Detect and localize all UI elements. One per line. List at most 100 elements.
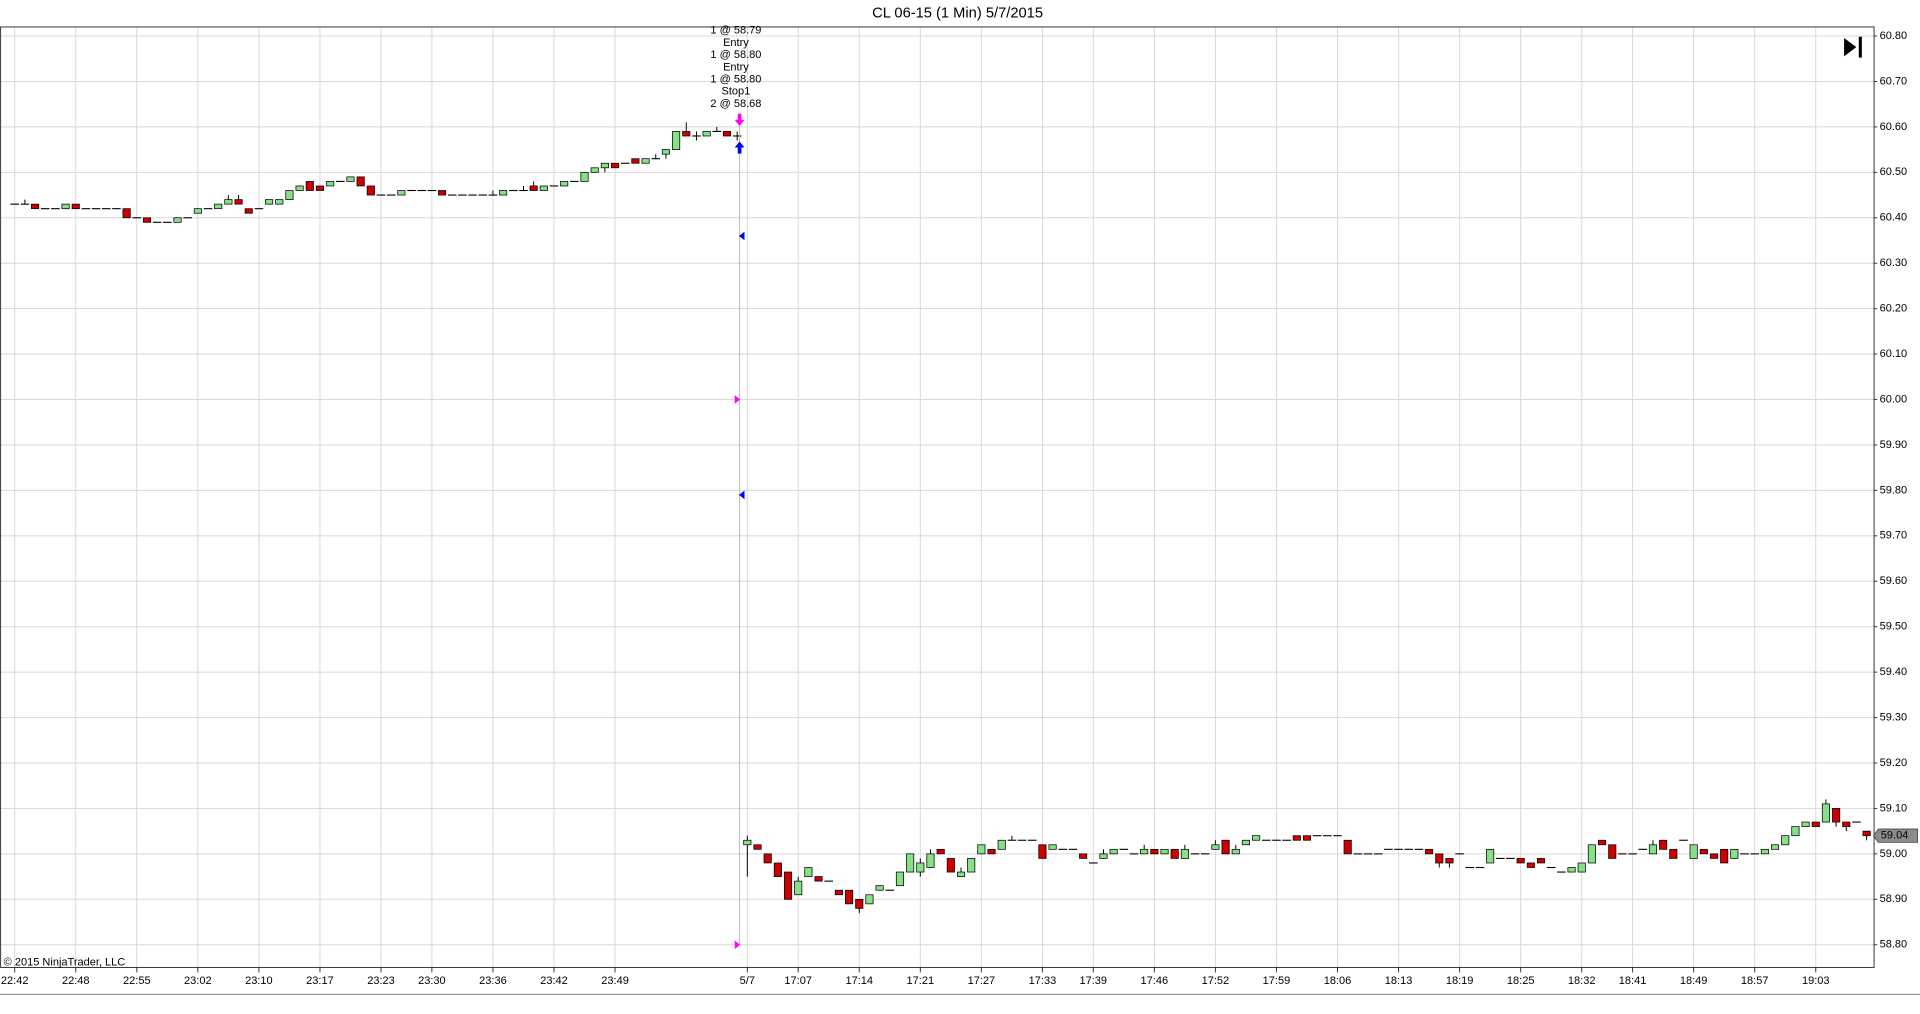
candle-body [1669, 848, 1678, 859]
last-price-tag [1873, 828, 1918, 843]
candle-body [234, 199, 243, 205]
candle-body [1231, 848, 1240, 855]
candle-body [1211, 844, 1220, 850]
candle-body [1486, 848, 1495, 864]
candle-body [529, 185, 538, 191]
trade-label: 1 @ 58.79 [710, 25, 761, 37]
y-tick-label: 60.20 [1880, 303, 1908, 315]
scroll-end-icon [1844, 37, 1857, 57]
candle-body [438, 190, 447, 196]
x-tick-label: 18:19 [1446, 975, 1474, 987]
x-tick-label: 23:17 [306, 975, 334, 987]
candle-body [916, 862, 925, 873]
x-tick-label: 17:59 [1263, 975, 1291, 987]
y-tick-label: 59.10 [1880, 802, 1908, 814]
trade-label: 1 @ 58.80 [710, 49, 761, 61]
candle-body [214, 203, 223, 210]
candle-body [631, 158, 640, 164]
candle-body [743, 839, 752, 846]
x-tick-label: 23:49 [601, 975, 629, 987]
candle-body [1598, 839, 1607, 846]
scroll-end-bar [1858, 36, 1862, 58]
candle-body [366, 185, 375, 196]
trade-label: Entry [723, 61, 749, 73]
y-tick-label: 60.40 [1880, 212, 1908, 224]
candle-body [397, 190, 406, 196]
candle-body [1079, 853, 1088, 859]
candle-body [1425, 848, 1434, 855]
copyright: © 2015 NinjaTrader, LLC [4, 956, 126, 968]
candle-body [31, 203, 40, 210]
y-tick-label: 59.80 [1880, 484, 1908, 496]
candle-body [71, 203, 80, 210]
candle-body [1536, 858, 1546, 864]
candle-body [1821, 803, 1830, 823]
candle-body [142, 217, 152, 223]
x-tick-label: 23:36 [479, 975, 507, 987]
candle-body [753, 844, 762, 850]
candle-body [865, 894, 874, 905]
candle-body [356, 176, 365, 187]
y-tick-label: 58.80 [1880, 939, 1908, 951]
y-tick-label: 60.60 [1880, 121, 1908, 133]
scroll-end-button[interactable] [1844, 36, 1862, 58]
candle-body [804, 867, 813, 877]
candle-body [814, 876, 823, 882]
x-tick-label: 17:21 [907, 975, 935, 987]
candle-body [1292, 835, 1301, 841]
candle-body [1801, 821, 1810, 827]
candle-body [1791, 826, 1800, 837]
candle-body [1730, 848, 1739, 859]
candle-body [977, 844, 986, 855]
x-tick-label: 17:52 [1202, 975, 1230, 987]
candle-body [1689, 844, 1698, 859]
y-tick-label: 59.00 [1880, 848, 1908, 860]
candle-body [315, 185, 324, 191]
x-tick-label: 17:33 [1029, 975, 1057, 987]
candle-body [1648, 844, 1657, 855]
x-tick-label: 18:49 [1680, 975, 1708, 987]
candle-body [1842, 821, 1851, 827]
candle-body [590, 167, 599, 173]
candle-body [1160, 848, 1169, 855]
candle-body [295, 185, 304, 191]
candle-body [1099, 853, 1108, 859]
y-tick-label: 58.90 [1880, 893, 1908, 905]
candle-body [580, 171, 589, 182]
candle-body [997, 839, 1006, 850]
x-tick-label: 17:46 [1141, 975, 1169, 987]
candle-body [346, 176, 355, 182]
candle-body [1241, 839, 1250, 846]
candle-body [1221, 839, 1230, 855]
candle-body [987, 848, 996, 855]
y-tick-label: 59.20 [1880, 757, 1908, 769]
candle-body [1659, 839, 1668, 850]
candle-body [1760, 848, 1769, 855]
candle-body [1170, 848, 1179, 859]
x-tick-label: 22:48 [62, 975, 90, 987]
candle-body [1709, 853, 1719, 859]
y-tick-label: 59.90 [1880, 439, 1908, 451]
candle-body [783, 871, 793, 900]
candle-body [794, 880, 803, 896]
candle-body [702, 131, 711, 137]
candle-body [1516, 858, 1525, 864]
x-tick-label: 23:10 [245, 975, 273, 987]
candle-body [1048, 844, 1057, 850]
candle-body [1343, 839, 1352, 855]
candle-body [946, 858, 955, 873]
x-tick-label: 5/7 [740, 975, 755, 987]
candle-body [611, 162, 620, 169]
candle-body [956, 871, 966, 877]
candle-body [1771, 844, 1780, 850]
x-tick-label: 17:07 [784, 975, 812, 987]
x-tick-label: 17:27 [968, 975, 996, 987]
candle-body [61, 203, 70, 210]
candle-body [906, 853, 915, 873]
y-tick-label: 59.40 [1880, 666, 1908, 678]
candle-body [936, 848, 945, 855]
candle-body [773, 862, 782, 877]
candle-body [834, 889, 843, 896]
